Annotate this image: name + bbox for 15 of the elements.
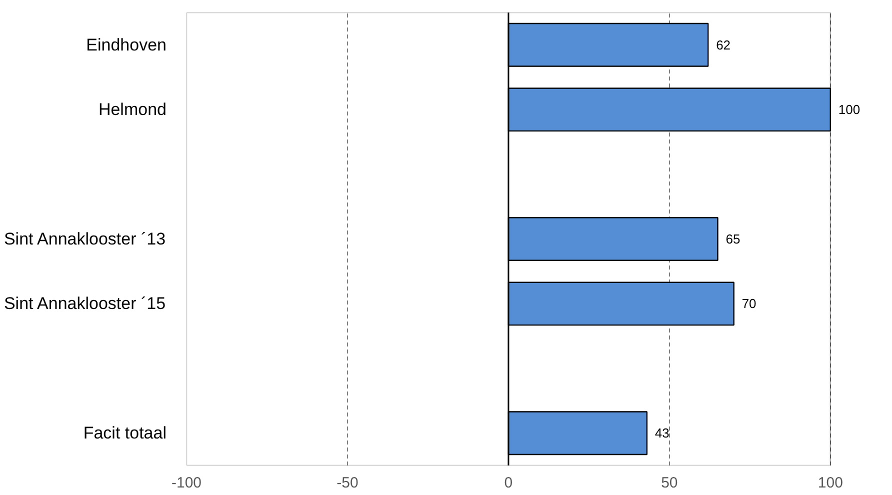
x-tick-label: 50	[661, 474, 678, 492]
y-tick-label: Helmond	[98, 100, 167, 120]
x-tick-label: -100	[171, 474, 202, 492]
y-tick-label: Eindhoven	[86, 35, 166, 54]
x-tick-label: 100	[818, 474, 843, 492]
y-tick-label: Facit totaal	[83, 424, 167, 443]
y-tick-label: Sint Annaklooster ´13	[4, 230, 166, 248]
data-label: 70	[742, 296, 756, 312]
data-label: 100	[838, 102, 860, 118]
y-tick-label: Sint Annaklooster ´15	[4, 294, 166, 314]
data-label: 62	[716, 37, 731, 52]
x-tick-label: -50	[336, 474, 358, 492]
data-label: 65	[726, 232, 740, 246]
data-label: 43	[654, 426, 670, 441]
x-tick-label: 0	[504, 474, 513, 492]
